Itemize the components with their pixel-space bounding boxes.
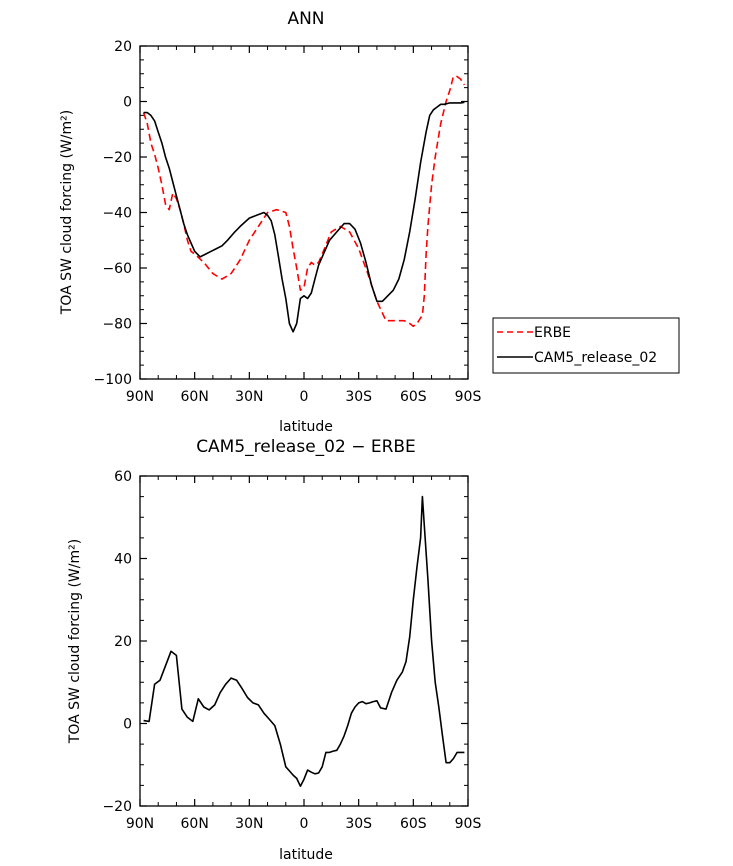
top-y-tick-label: 0 (123, 95, 132, 111)
top-x-tick-label: 60S (400, 389, 427, 405)
bottom-chart-title: CAM5_release_02 − ERBE (196, 437, 416, 457)
top-y-tick-label: −100 (94, 372, 132, 388)
top-plot-frame (139, 45, 469, 380)
bottom-y-axis-label: TOA SW cloud forcing (W/m²) (67, 539, 83, 744)
bottom-panel: CAM5_release_02 − ERBE 90N 60N 30N 0 30S 60S 9… (67, 437, 481, 863)
top-y-tick-label: −40 (102, 206, 132, 222)
legend-cam5-label: CAM5_release_02 (534, 350, 657, 366)
bottom-y-tick-label: 0 (123, 717, 132, 733)
bottom-y-tick-label: −20 (102, 799, 132, 815)
top-y-axis-label: TOA SW cloud forcing (W/m²) (59, 110, 75, 315)
bottom-x-tick-label: 60N (181, 816, 209, 832)
top-x-tick-label: 60N (181, 389, 209, 405)
top-x-tick-label: 30S (345, 389, 372, 405)
bottom-plot-frame (139, 475, 469, 807)
top-ticks: 90N 60N 30N 0 30S 60S 90S 20 0 −20 −40 −60 −80 −100 (94, 39, 482, 405)
bottom-ticks: 90N 60N 30N 0 30S 60S 90S 60 40 20 0 −20 (102, 469, 481, 832)
bottom-x-tick-label: 60S (400, 816, 427, 832)
top-y-tick-label: −20 (102, 150, 132, 166)
bottom-y-tick-label: 40 (114, 552, 132, 568)
top-x-axis-label: latitude (279, 419, 333, 435)
top-series-group (142, 75, 466, 333)
bottom-series-group (143, 495, 465, 788)
bottom-x-tick-label: 0 (300, 816, 309, 832)
top-y-tick-label: −60 (102, 261, 132, 277)
legend-box (492, 317, 680, 374)
top-series-line-cam5-release-02 (143, 101, 465, 333)
top-y-tick-label: −80 (102, 317, 132, 333)
top-series-line-erbe (142, 75, 466, 328)
top-chart-title: ANN (287, 9, 324, 29)
bottom-x-axis-label: latitude (279, 847, 333, 863)
bottom-x-tick-label: 90S (455, 816, 482, 832)
bottom-x-tick-label: 30N (235, 816, 263, 832)
top-legend: ERBE CAM5_release_02 (492, 317, 680, 374)
bottom-y-tick-label: 60 (114, 469, 132, 485)
top-y-tick-label: 20 (114, 39, 132, 55)
bottom-x-tick-label: 90N (126, 816, 154, 832)
top-x-tick-label: 90N (126, 389, 154, 405)
bottom-x-tick-label: 30S (345, 816, 372, 832)
top-panel: ANN 90N 60N 30N 0 30S 60S 90S 20 0 −20 −40 −60 −80 −1… (59, 9, 680, 435)
bottom-series-line-difference (143, 495, 465, 788)
top-x-tick-label: 0 (300, 389, 309, 405)
legend-erbe-label: ERBE (534, 325, 571, 341)
top-x-tick-label: 90S (455, 389, 482, 405)
bottom-y-tick-label: 20 (114, 634, 132, 650)
top-x-tick-label: 30N (235, 389, 263, 405)
